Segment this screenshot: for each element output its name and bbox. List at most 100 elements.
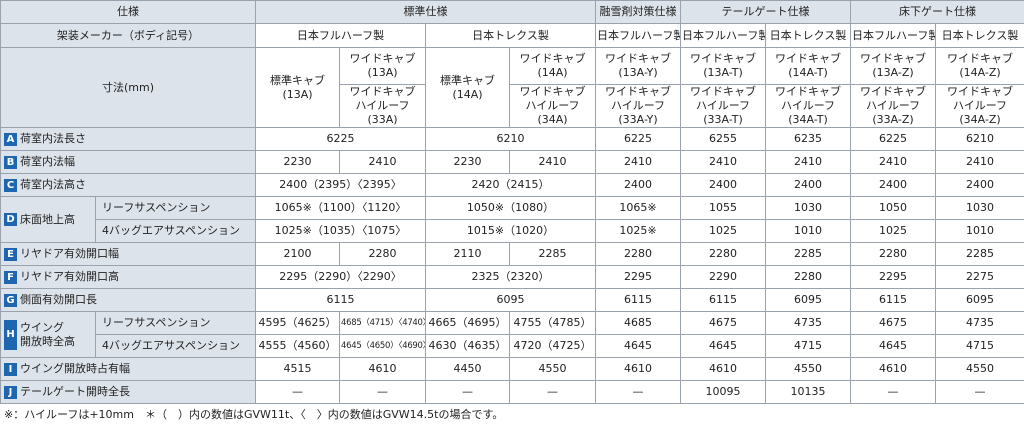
cell: 4720（4725）: [509, 334, 596, 358]
cell: 10135: [765, 380, 851, 404]
cell: 6225: [850, 127, 936, 151]
cab-wide-high-33a-y: ワイドキャブ ハイルーフ (33A-Y): [595, 84, 681, 128]
cell: 6225: [255, 127, 426, 151]
cell: 2280: [765, 265, 851, 289]
row-sub-air: 4バッグエアサスペンション: [95, 219, 256, 243]
row-label-f: リヤドア有効開口高: [20, 270, 119, 283]
maker-nf-tailgate: 日本フルハーフ製: [680, 23, 766, 48]
cell: 4610: [850, 357, 936, 381]
row-label-c: 荷室内法高さ: [20, 178, 86, 191]
cell: 1025※: [595, 219, 681, 243]
cab-std-13a: 標準キャブ (13A): [255, 47, 340, 128]
cell: 2400: [850, 173, 936, 197]
cab-wide-high-33a: ワイドキャブ ハイルーフ (33A): [339, 84, 426, 128]
cell: 2325（2320）: [425, 265, 596, 289]
cell: 4675: [680, 311, 766, 335]
row-badge-h: H: [4, 319, 17, 350]
cell: 2230: [425, 150, 510, 174]
maker-label: 架装メーカー（ボディ記号）: [0, 23, 256, 48]
cell: 2280: [339, 242, 426, 266]
table-row: E リヤドア有効開口幅 2100 2280 2110 2285 2280 2280…: [0, 242, 1024, 266]
maker-nt-floorgate: 日本トレクス製: [935, 23, 1024, 48]
cell: 6115: [850, 288, 936, 312]
cell: 4610: [595, 357, 681, 381]
cab-wide-13a-y: ワイドキャブ (13A-Y): [595, 47, 681, 85]
cell: 6115: [595, 288, 681, 312]
row-badge-a: A: [4, 132, 17, 146]
row-badge-e: E: [4, 247, 17, 261]
cell: 1015※（1020）: [425, 219, 596, 243]
cell: 1025: [680, 219, 766, 243]
cell: 2290: [680, 265, 766, 289]
row-label-g: 側面有効開口長: [20, 293, 97, 306]
cell: 2285: [935, 242, 1024, 266]
row-label-e: リヤドア有効開口幅: [20, 247, 119, 260]
row-badge-b: B: [4, 155, 17, 169]
cab-std-14a: 標準キャブ (14A): [425, 47, 510, 128]
cell: 1055: [680, 196, 766, 220]
row-badge-j: J: [4, 385, 17, 399]
cell: 1025※（1035）〈1075〉: [255, 219, 426, 243]
maker-nf-snow: 日本フルハーフ製: [595, 23, 681, 48]
cell: 2400: [765, 173, 851, 197]
cab-wide-14a-t: ワイドキャブ (14A-T): [765, 47, 851, 85]
cell: 6095: [425, 288, 596, 312]
cell: 1025: [850, 219, 936, 243]
row-label-d: 床面地上高: [20, 212, 75, 226]
row-badge-d: D: [4, 213, 17, 226]
cab-wide-14a: ワイドキャブ (14A): [509, 47, 596, 85]
row-badge-g: G: [4, 293, 17, 307]
table-row: G 側面有効開口長 6115 6095 6115 6115 6095 6115 6…: [0, 288, 1024, 312]
table-row: C 荷室内法高さ 2400（2395）〈2395〉 2420（2415） 2400…: [0, 173, 1024, 197]
cell: 2410: [595, 150, 681, 174]
table-row: B 荷室内法幅 2230 2410 2230 2410 2410 2410 241…: [0, 150, 1024, 174]
cell: 2285: [765, 242, 851, 266]
row-sub-leaf: リーフサスペンション: [95, 311, 256, 335]
table-row: A 荷室内法長さ 6225 6210 6225 6255 6235 6225 62…: [0, 127, 1024, 151]
header-tailgate: テールゲート仕様: [680, 0, 851, 24]
cell: 2280: [850, 242, 936, 266]
cell: 2410: [509, 150, 596, 174]
cab-wide-13a: ワイドキャブ (13A): [339, 47, 426, 85]
cell: 6115: [680, 288, 766, 312]
table-row: 4バッグエアサスペンション 1025※（1035）〈1075〉 1015※（10…: [1, 219, 1024, 243]
cell: 2280: [680, 242, 766, 266]
cell: 4715: [765, 334, 851, 358]
cell: 2295（2290）〈2290〉: [255, 265, 426, 289]
cell: 4550: [509, 357, 596, 381]
cell: —: [425, 380, 510, 404]
row-badge-c: C: [4, 178, 17, 192]
maker-nf-standard: 日本フルハーフ製: [255, 23, 426, 48]
cell: 2275: [935, 265, 1024, 289]
cab-wide-high-33a-t: ワイドキャブ ハイルーフ (33A-T): [680, 84, 766, 128]
row-label-j: テールゲート開時全長: [20, 385, 130, 398]
cell: 1050※（1080）: [425, 196, 596, 220]
row-label-h: ウイング 開放時全高: [20, 320, 75, 348]
cell: 6115: [255, 288, 426, 312]
cell: 4665（4695）: [425, 311, 510, 335]
table-row: F リヤドア有効開口高 2295（2290）〈2290〉 2325（2320） 2…: [0, 265, 1024, 289]
cell: —: [509, 380, 596, 404]
table-row: I ウイング開放時占有幅 4515 4610 4450 4550 4610 461…: [0, 357, 1024, 381]
cell: 2410: [850, 150, 936, 174]
cell: 1065※（1100）〈1120〉: [255, 196, 426, 220]
cell: —: [850, 380, 936, 404]
header-standard: 標準仕様: [255, 0, 596, 24]
cell: 4735: [935, 311, 1024, 335]
cab-wide-14a-z: ワイドキャブ (14A-Z): [935, 47, 1024, 85]
cell: 4610: [339, 357, 426, 381]
row-label-b: 荷室内法幅: [20, 155, 75, 168]
cell: 6095: [935, 288, 1024, 312]
cell: 2400: [680, 173, 766, 197]
cab-wide-high-34a-z: ワイドキャブ ハイルーフ (34A-Z): [935, 84, 1024, 128]
footnote: ※：ハイルーフは+10mm ＊（ ）内の数値はGVW11t、〈 〉内の数値はGV…: [4, 408, 504, 421]
cell: 2285: [509, 242, 596, 266]
cell: —: [339, 380, 426, 404]
cab-wide-high-34a-t: ワイドキャブ ハイルーフ (34A-T): [765, 84, 851, 128]
cell: 2100: [255, 242, 340, 266]
spec-table: 仕様 標準仕様 融雪剤対策仕様 テールゲート仕様 床下ゲート仕様 架装メーカー（…: [0, 0, 1024, 404]
cell: 1065※: [595, 196, 681, 220]
cell: 4685: [595, 311, 681, 335]
table-row: 4バッグエアサスペンション 4555（4560） 4645（4650）〈4690…: [1, 334, 1024, 358]
row-badge-f: F: [4, 270, 17, 284]
